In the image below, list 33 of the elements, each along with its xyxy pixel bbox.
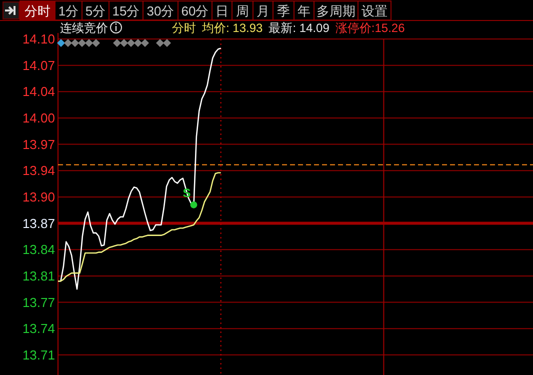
text: 涨停价:15.26 <box>335 21 406 35</box>
y-tick-label: 13.97 <box>22 136 55 152</box>
y-tick-label: 14.04 <box>22 84 55 100</box>
y-tick-label: 14.10 <box>22 32 55 46</box>
text: 5分 <box>85 4 106 18</box>
y-tick-label: 13.87 <box>22 216 55 231</box>
y-tick-label: 13.71 <box>22 347 55 362</box>
text: 季 <box>277 4 290 18</box>
line-series <box>57 172 222 282</box>
text: 日 <box>216 4 228 18</box>
text: 多周期 <box>316 4 356 18</box>
text: 60分 <box>181 4 209 18</box>
y-tick-label: 13.84 <box>22 242 55 258</box>
text: 分时 <box>172 21 196 35</box>
text: 均价: 13.93 <box>201 21 264 35</box>
chart-title: 连续竞价 <box>60 21 108 35</box>
line-series <box>57 48 222 290</box>
text: 30分 <box>146 4 174 18</box>
y-tick-label: 13.81 <box>22 268 55 284</box>
text: 1分 <box>58 4 79 18</box>
text: 最新: 14.09 <box>268 21 330 35</box>
text: 周 <box>236 4 249 18</box>
text: 15分 <box>112 4 140 18</box>
y-tick-label: 14.07 <box>22 58 55 73</box>
text: 年 <box>298 4 310 18</box>
text: 月 <box>256 4 270 18</box>
text: 设置 <box>362 4 388 18</box>
y-tick-label: 14.00 <box>22 110 55 126</box>
y-tick-label: 13.77 <box>22 294 55 310</box>
y-tick-label: 13.90 <box>22 189 55 204</box>
y-tick-label: 13.94 <box>22 163 55 178</box>
y-tick-label: 13.74 <box>22 321 55 336</box>
text: 分时 <box>24 4 50 18</box>
